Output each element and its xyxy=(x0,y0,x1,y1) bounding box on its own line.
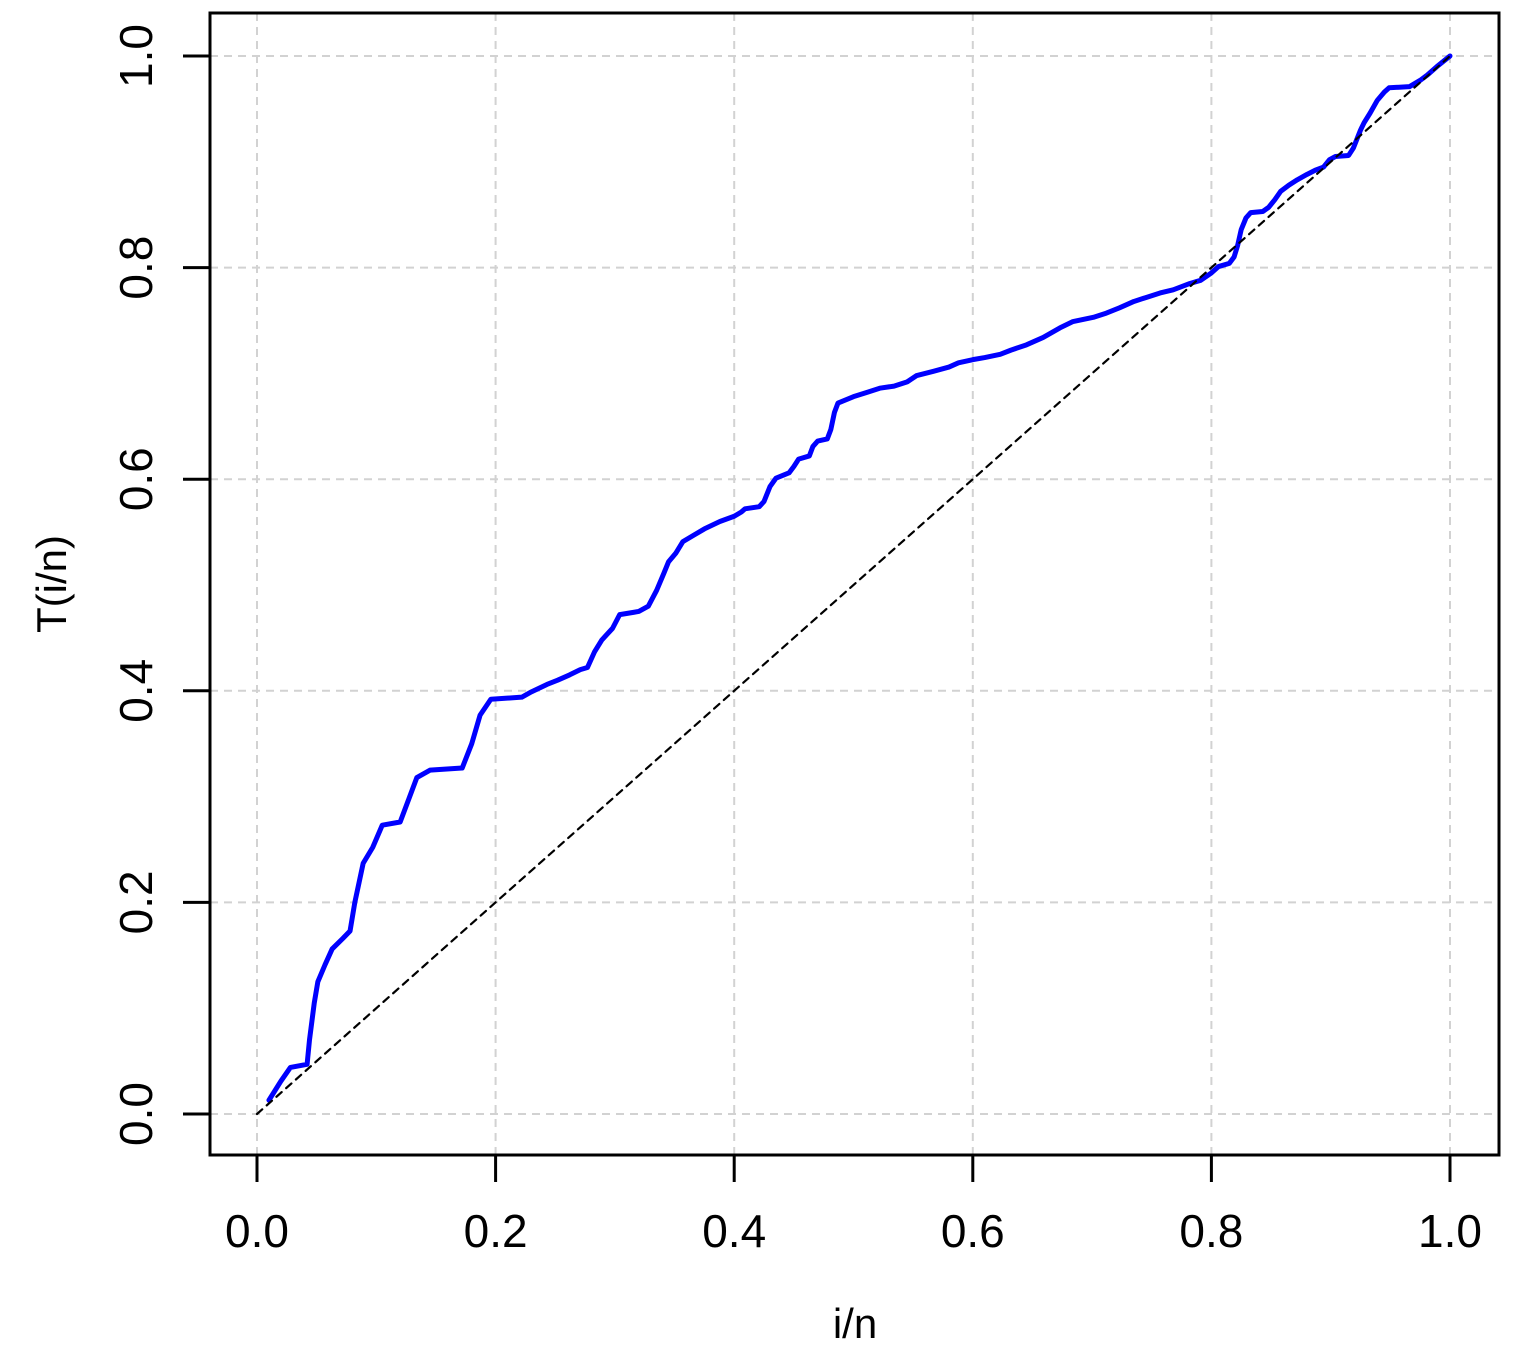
x-tick-label: 0.6 xyxy=(941,1205,1005,1257)
x-tick-label: 0.2 xyxy=(464,1205,528,1257)
axis-tick-labels: 0.0 0.2 0.4 0.6 0.8 1.0 0.0 0.2 0.4 0.6 0.8 1.0 xyxy=(110,24,1482,1257)
plot-box xyxy=(208,11,1501,1157)
y-tick-label: 0.4 xyxy=(110,659,162,723)
x-tick-label: 0.8 xyxy=(1179,1205,1243,1257)
y-axis-title: T(i/n) xyxy=(28,535,75,633)
ttt-curve-line xyxy=(266,53,1453,1103)
y-tick-label: 1.0 xyxy=(110,24,162,88)
gridlines xyxy=(210,13,1499,1155)
plot-frame xyxy=(208,11,1501,1157)
diagonal-reference-line xyxy=(255,54,1452,1116)
data-series xyxy=(255,53,1453,1116)
y-tick-label: 0.2 xyxy=(110,870,162,934)
x-tick-label: 0.4 xyxy=(702,1205,766,1257)
y-tick-label: 0.0 xyxy=(110,1082,162,1146)
y-tick-label: 0.6 xyxy=(110,447,162,511)
x-axis-title: i/n xyxy=(833,1300,877,1347)
x-tick-label: 0.0 xyxy=(225,1205,289,1257)
x-tick-label: 1.0 xyxy=(1418,1205,1482,1257)
axis-ticks xyxy=(183,54,1452,1182)
y-tick-label: 0.8 xyxy=(110,236,162,300)
